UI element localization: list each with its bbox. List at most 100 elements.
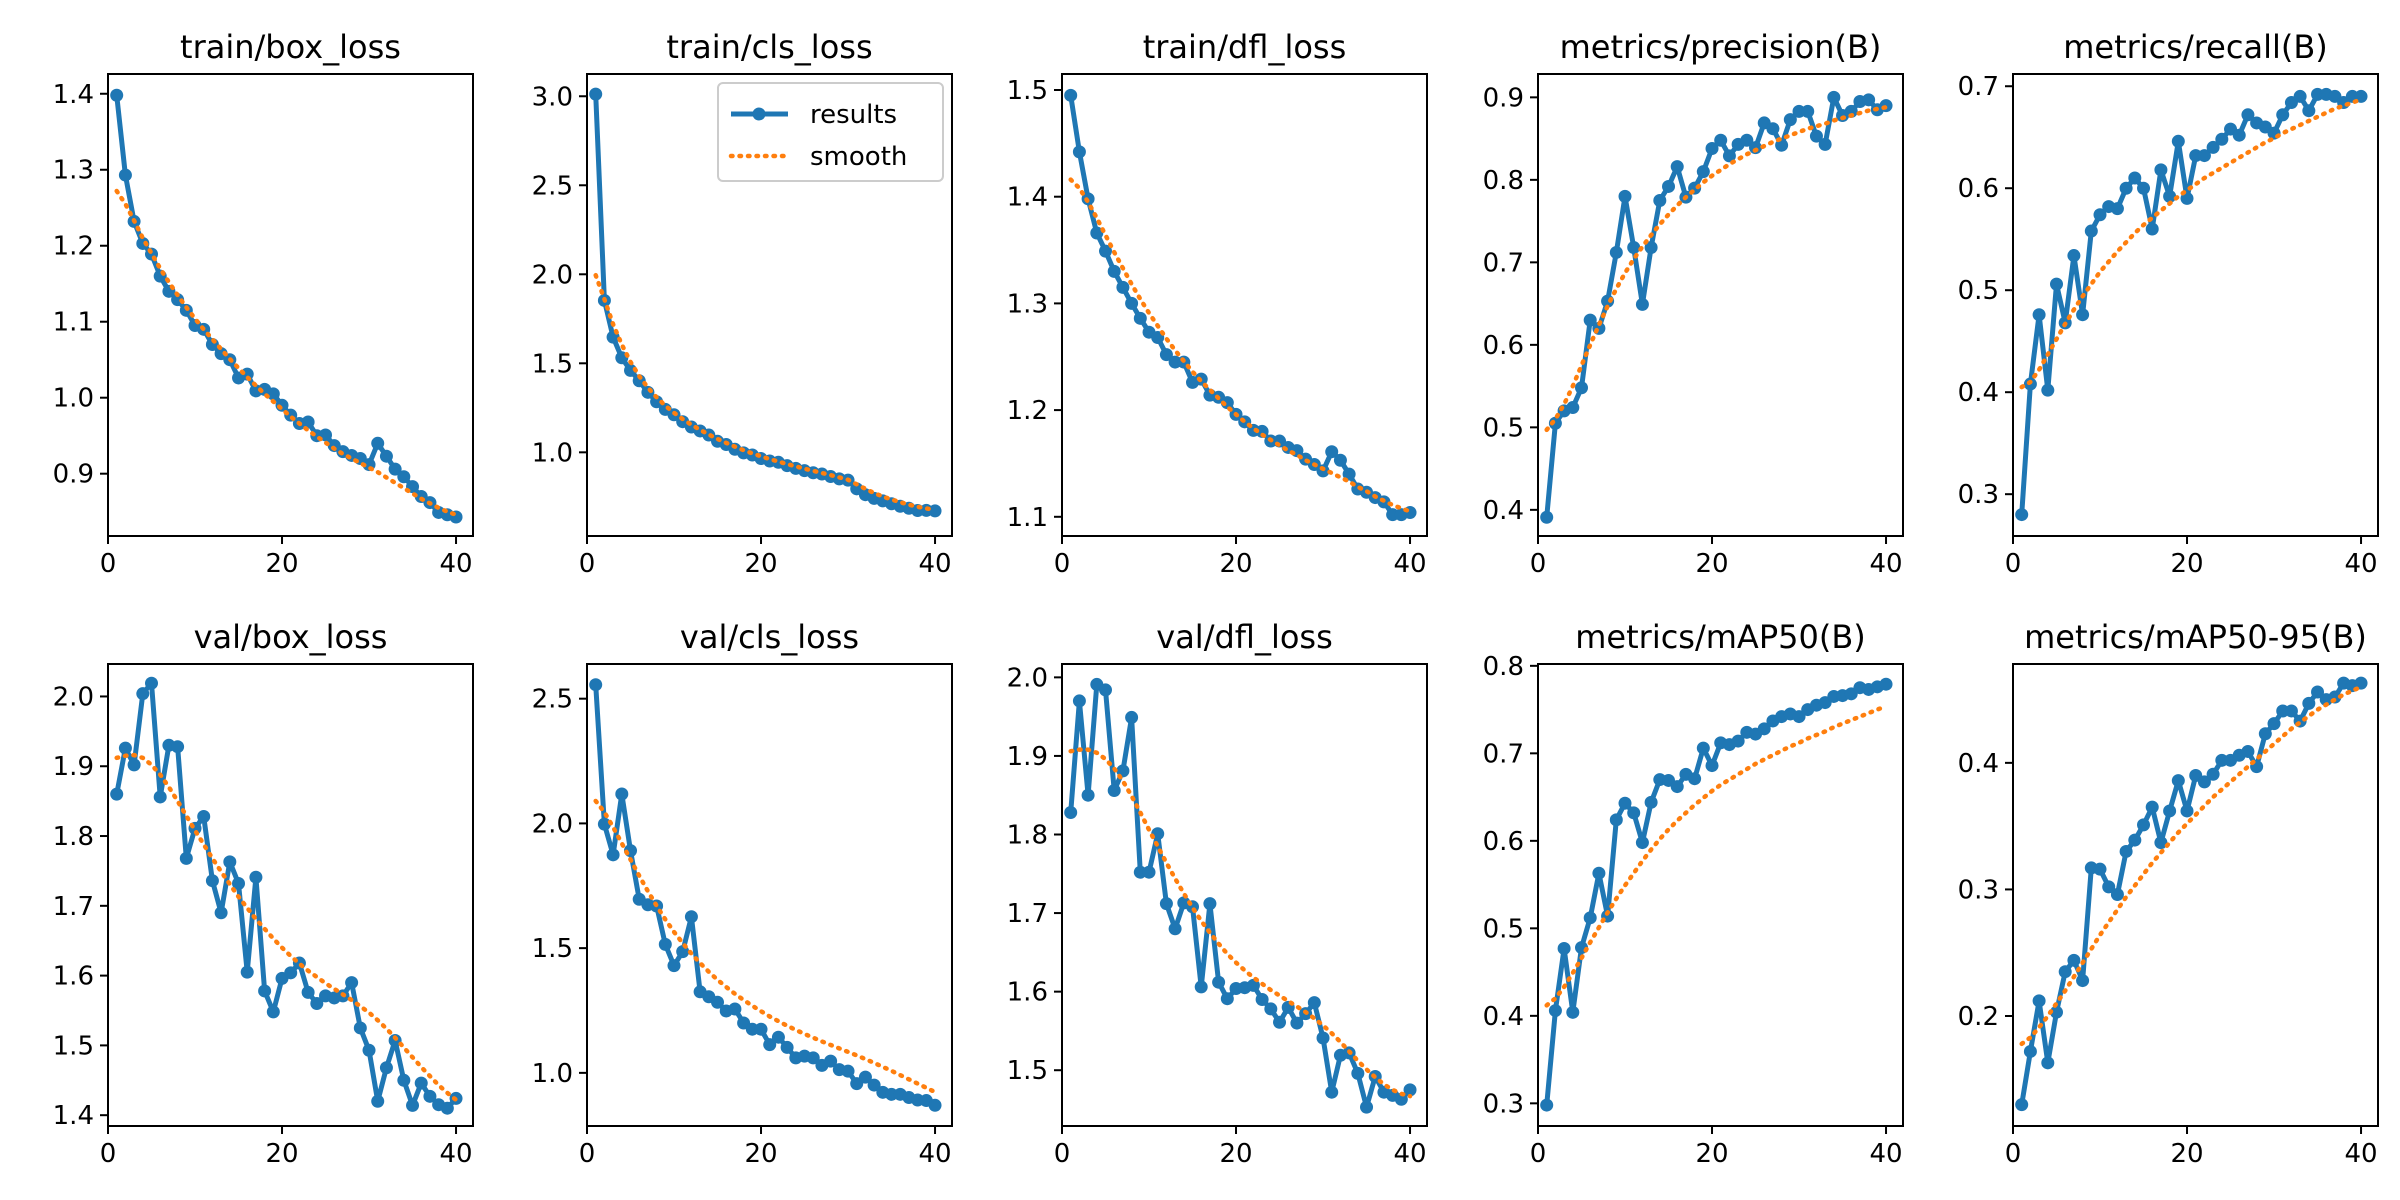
results-point — [1618, 796, 1632, 810]
smooth-line — [2019, 97, 2364, 390]
results-point — [2102, 880, 2116, 894]
results-point — [2276, 108, 2290, 122]
results-point — [1107, 264, 1121, 278]
results-point — [2119, 844, 2133, 858]
results-point — [1714, 133, 1728, 147]
results-point — [589, 87, 603, 101]
results-point — [2258, 727, 2272, 741]
x-tick-label: 20 — [2170, 1139, 2203, 1169]
results-point — [1107, 784, 1121, 797]
panel-metrics-map50-b: metrics/mAP50(B) 0 20 40 0.3 0.4 0.5 0.6 0.7 0.8 — [1483, 618, 1904, 1169]
panel-title: train/dfl_loss — [1143, 28, 1347, 66]
results-point — [928, 1098, 942, 1112]
results-point — [589, 678, 603, 692]
results-point — [1809, 129, 1823, 143]
y-tick-label: 0.5 — [1958, 276, 1999, 306]
results-point — [1635, 836, 1649, 850]
results-point — [1827, 90, 1841, 104]
results-point — [1159, 897, 1173, 911]
results-point — [1688, 772, 1702, 786]
results-point — [1670, 780, 1684, 794]
axes-frame — [586, 663, 953, 1127]
x-tick-label: 20 — [744, 549, 777, 579]
results-point — [1133, 311, 1147, 325]
results-point — [406, 1098, 420, 1112]
y-tick-label: 1.5 — [532, 349, 573, 379]
x-tick-label: 40 — [1393, 1139, 1426, 1169]
x-tick-label: 0 — [1054, 549, 1071, 579]
axes-frame — [1537, 73, 1904, 537]
panel-train-dfl-loss: train/dfl_loss 0 20 40 1.1 1.2 1.3 1.4 1.5 — [1007, 28, 1428, 579]
results-point — [650, 395, 664, 409]
panel-val-cls-loss: val/cls_loss 0 20 40 1.0 1.5 2.0 2.5 — [532, 618, 953, 1169]
results-point — [1116, 280, 1130, 294]
results-point — [153, 790, 167, 804]
results-point — [1618, 189, 1632, 203]
panel-metrics-recall-b: metrics/recall(B) 0 20 40 0.3 0.4 0.5 0.6 0.7 — [1958, 28, 2379, 579]
results-point — [2058, 965, 2072, 979]
results-point — [1635, 297, 1649, 311]
axes-frame — [1061, 663, 1428, 1127]
results-point — [1273, 1015, 1287, 1029]
y-tick-label: 1.4 — [53, 1101, 94, 1131]
smooth-line — [593, 272, 938, 513]
results-point — [1220, 992, 1234, 1006]
results-point — [223, 855, 237, 869]
y-tick-label: 3.0 — [532, 82, 573, 112]
results-point — [353, 1021, 367, 1035]
results-point — [2067, 953, 2081, 967]
results-point — [1072, 145, 1086, 159]
axes-frame — [1061, 73, 1428, 537]
results-point — [371, 1094, 385, 1108]
results-point — [2241, 108, 2255, 122]
x-tick-label: 0 — [1530, 1139, 1547, 1169]
results-point — [362, 1043, 376, 1057]
y-tick-label: 0.8 — [1483, 166, 1524, 196]
results-point — [2302, 696, 2316, 710]
results-point — [266, 1005, 280, 1019]
results-point — [2041, 383, 2055, 397]
results-point — [110, 787, 124, 801]
x-tick-label: 20 — [1695, 549, 1728, 579]
y-tick-label: 1.5 — [1007, 76, 1048, 106]
results-point — [2076, 974, 2090, 988]
results-point — [136, 687, 150, 701]
results-point — [2050, 277, 2064, 291]
results-point — [1072, 694, 1086, 708]
smooth-line — [1068, 747, 1413, 1099]
results-point — [1609, 245, 1623, 259]
results-point — [397, 1073, 411, 1087]
x-tick-label: 0 — [1530, 549, 1547, 579]
legend-smooth-label: smooth — [810, 142, 907, 172]
panel-title: metrics/precision(B) — [1560, 28, 1882, 66]
x-tick-label: 20 — [744, 1139, 777, 1169]
results-point — [1325, 445, 1339, 459]
y-tick-label: 0.3 — [1483, 1089, 1524, 1119]
x-tick-label: 0 — [1054, 1139, 1071, 1169]
results-point — [110, 88, 124, 102]
results-point — [1264, 1002, 1278, 1016]
results-point — [145, 676, 159, 690]
y-tick-label: 0.7 — [1483, 739, 1524, 769]
results-point — [1090, 226, 1104, 240]
x-tick-label: 40 — [918, 549, 951, 579]
results-point — [1583, 911, 1597, 925]
results-point — [379, 1061, 393, 1075]
results-point — [240, 965, 254, 979]
results-point — [388, 462, 402, 476]
panel-metrics-precision-b: metrics/precision(B) 0 20 40 0.4 0.5 0.6 0.7 0.8… — [1483, 28, 1904, 579]
results-point — [1696, 741, 1710, 755]
results-point — [1064, 88, 1078, 102]
results-point — [2154, 836, 2168, 850]
results-point — [841, 1064, 855, 1078]
results-point — [397, 470, 411, 484]
y-tick-label: 0.8 — [1483, 652, 1524, 682]
results-point — [440, 1101, 454, 1115]
panel-train-box-loss: train/box_loss 0 20 40 0.9 1.0 1.1 1.2 1.3 1.4 — [53, 28, 474, 579]
y-tick-label: 1.1 — [1007, 503, 1048, 533]
results-point — [754, 1022, 768, 1036]
legend-results-label: results — [810, 100, 897, 130]
results-point — [2119, 181, 2133, 195]
x-tick-label: 0 — [579, 549, 596, 579]
